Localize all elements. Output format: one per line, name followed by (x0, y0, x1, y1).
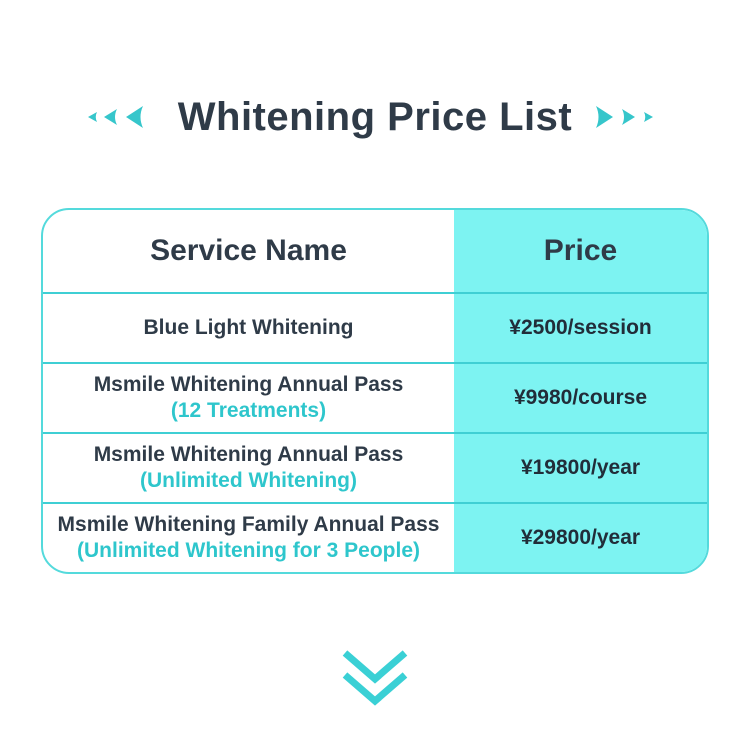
service-name: Msmile Whitening Annual Pass (93, 372, 404, 396)
service-cell: Msmile Whitening Annual Pass (Unlimited … (43, 434, 454, 502)
table-row: Blue Light Whitening ¥2500/session (43, 292, 707, 362)
service-cell: Msmile Whitening Family Annual Pass (Unl… (43, 504, 454, 572)
price-cell: ¥2500/session (454, 294, 707, 362)
price-header-label: Price (543, 234, 618, 267)
table-row: Msmile Whitening Family Annual Pass (Unl… (43, 502, 707, 572)
table-header-row: Service Name Price (43, 210, 707, 292)
service-cell: Blue Light Whitening (43, 294, 454, 362)
right-triangles-icon (596, 106, 654, 128)
service-name: Msmile Whitening Family Annual Pass (57, 512, 440, 536)
left-triangles-icon (87, 106, 143, 128)
price-value: ¥19800/year (520, 456, 641, 479)
page-title: Whitening Price List (177, 95, 573, 139)
service-name: Blue Light Whitening (143, 315, 354, 339)
page-header: Whitening Price List (0, 0, 750, 142)
price-cell: ¥29800/year (454, 504, 707, 572)
price-header-cell: Price (454, 210, 707, 292)
service-cell: Msmile Whitening Annual Pass (12 Treatme… (43, 364, 454, 432)
double-chevron-down-icon (342, 650, 408, 706)
service-name-header-cell: Service Name (43, 210, 454, 292)
price-cell: ¥19800/year (454, 434, 707, 502)
price-value: ¥29800/year (520, 526, 641, 549)
service-name: Msmile Whitening Annual Pass (93, 442, 404, 466)
table-row: Msmile Whitening Annual Pass (12 Treatme… (43, 362, 707, 432)
price-value: ¥9980/course (513, 386, 648, 409)
table-row: Msmile Whitening Annual Pass (Unlimited … (43, 432, 707, 502)
service-name-header-label: Service Name (150, 234, 347, 267)
price-cell: ¥9980/course (454, 364, 707, 432)
service-note: (Unlimited Whitening) (140, 469, 357, 492)
price-table: Service Name Price Blue Light Whitening … (41, 208, 709, 574)
service-note: (Unlimited Whitening for 3 People) (77, 539, 420, 562)
price-value: ¥2500/session (509, 316, 652, 339)
scroll-down-indicator[interactable] (0, 646, 750, 708)
service-note: (12 Treatments) (170, 399, 327, 422)
